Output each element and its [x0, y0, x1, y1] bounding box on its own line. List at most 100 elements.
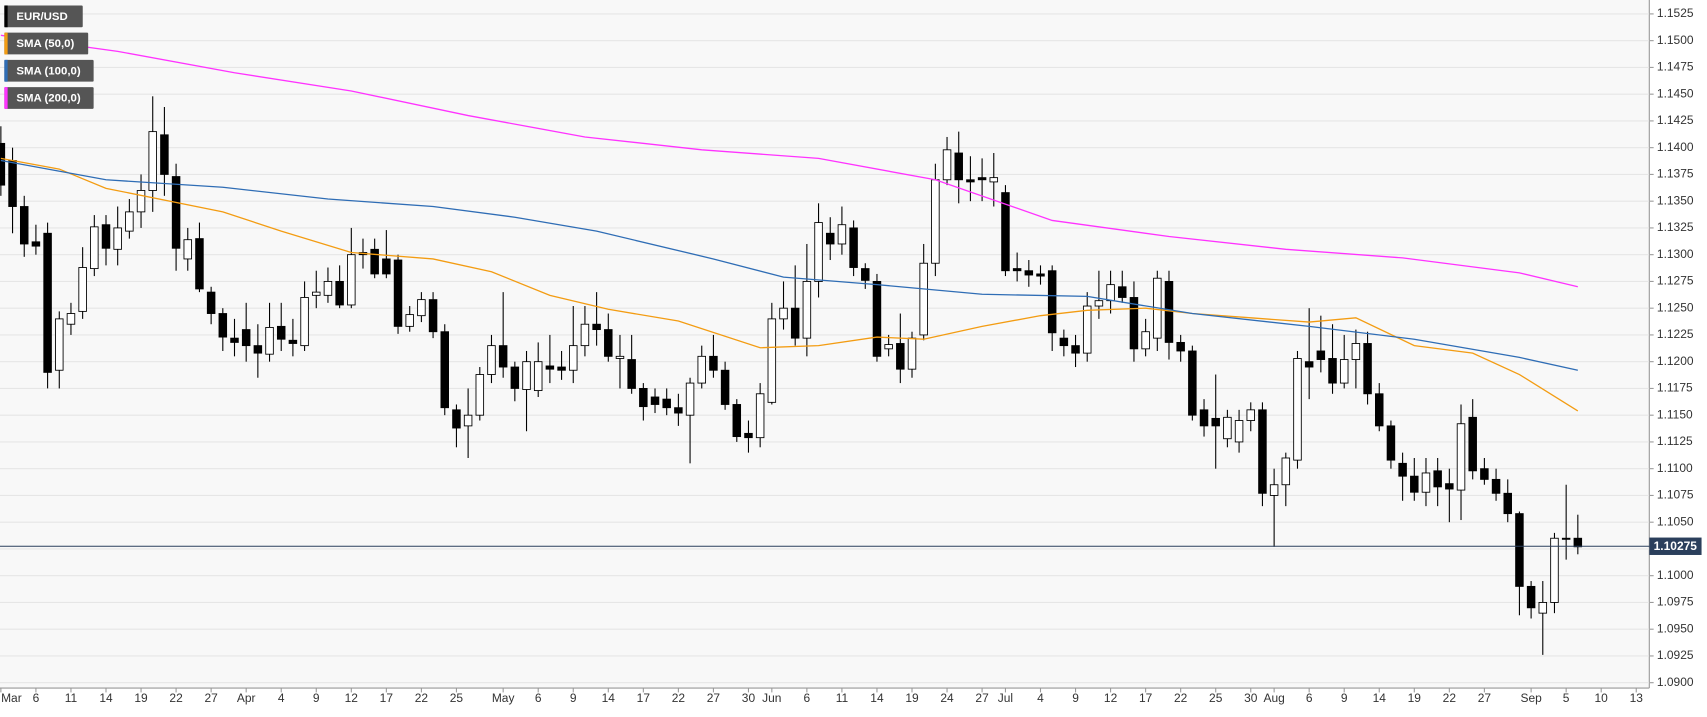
- candle-body: [1071, 345, 1080, 354]
- candle-body: [790, 307, 800, 339]
- legend-swatch: [4, 5, 8, 28]
- candle-body: [533, 361, 543, 392]
- candle-body: [1211, 417, 1220, 427]
- candle-body: [1550, 537, 1559, 603]
- candle-body: [1188, 350, 1197, 416]
- candle-body: [1082, 305, 1092, 354]
- y-tick-label: 1.1425: [1657, 113, 1694, 127]
- candle-body: [1106, 284, 1115, 302]
- candle-body: [1456, 423, 1466, 491]
- candle-body: [1129, 297, 1139, 350]
- candle-body: [1339, 359, 1349, 384]
- candle-body: [218, 313, 228, 338]
- plot-area: [0, 0, 1649, 688]
- candle-body: [417, 299, 426, 317]
- candle-body: [136, 190, 146, 213]
- candle-body: [709, 355, 718, 371]
- legend-label: SMA (100,0): [16, 65, 81, 77]
- grid: [0, 13, 1650, 684]
- y-tick-label: 1.1250: [1657, 300, 1694, 314]
- candle-body: [1468, 416, 1477, 472]
- candle-body: [697, 355, 706, 384]
- candle-body: [662, 398, 671, 409]
- candle-body: [148, 131, 157, 191]
- y-tick-label: 1.0975: [1657, 595, 1694, 609]
- candle-body: [347, 254, 356, 306]
- candle-body: [989, 177, 999, 183]
- candle-body: [685, 382, 695, 416]
- candle-body: [440, 331, 450, 409]
- candle-body: [55, 318, 64, 371]
- candle-body: [720, 369, 730, 405]
- candle-body: [125, 211, 134, 232]
- y-tick-label: 1.0925: [1657, 648, 1694, 662]
- candle-body: [206, 291, 216, 314]
- candle-body: [487, 345, 496, 375]
- candle-body: [1118, 286, 1127, 298]
- candle-body: [1304, 361, 1314, 368]
- candle-body: [907, 337, 917, 370]
- candle-body: [1246, 409, 1256, 421]
- candle-body: [370, 248, 379, 275]
- x-tick-label: 9: [1072, 691, 1079, 705]
- x-tick-label: 19: [905, 691, 919, 705]
- legend-swatch: [4, 59, 8, 82]
- candle-body: [1410, 475, 1419, 493]
- candle-body: [253, 345, 263, 354]
- last-price-box: [1649, 537, 1702, 555]
- y-tick-label: 1.1075: [1657, 488, 1694, 502]
- candle-body: [1001, 192, 1010, 272]
- x-tick-label: 17: [1139, 691, 1153, 705]
- candle-body: [861, 268, 870, 281]
- candle-body: [1269, 484, 1279, 496]
- y-tick-label: 1.1500: [1657, 33, 1694, 47]
- candle-body: [1141, 331, 1150, 350]
- candle-body: [113, 227, 122, 250]
- x-tick-label: 11: [836, 691, 849, 705]
- x-tick-label: 19: [1408, 691, 1422, 705]
- candle-body: [8, 160, 17, 207]
- x-tick-label: 9: [1341, 691, 1348, 705]
- last-price-label: 1.10275: [1654, 539, 1698, 553]
- candle-body: [463, 414, 473, 427]
- y-tick-label: 1.1225: [1657, 327, 1694, 341]
- y-tick-label: 1.1325: [1657, 220, 1694, 234]
- candle-body: [1223, 416, 1232, 440]
- y-tick-label: 1.1000: [1657, 568, 1694, 582]
- candle-body: [954, 152, 963, 181]
- candle-body: [1445, 483, 1454, 490]
- candle-body: [78, 267, 87, 312]
- candle-body: [1398, 462, 1407, 477]
- x-tick-label: 22: [1443, 691, 1457, 705]
- x-tick-label: Apr: [237, 691, 256, 705]
- x-tick-label: 9: [570, 691, 577, 705]
- candle-body: [814, 222, 823, 282]
- candle-body: [475, 374, 485, 416]
- y-tick-label: 1.1175: [1657, 381, 1693, 395]
- x-tick-label: 19: [134, 691, 148, 705]
- x-tick-label: 22: [169, 691, 183, 705]
- candle-body: [1281, 457, 1291, 486]
- x-tick-label: 17: [380, 691, 394, 705]
- y-tick-label: 1.1100: [1657, 461, 1693, 475]
- candle-body: [66, 313, 76, 325]
- y-tick-label: 1.1125: [1657, 434, 1693, 448]
- candle-body: [1491, 478, 1501, 494]
- candle-body: [160, 134, 169, 175]
- candle-body: [825, 232, 835, 245]
- candle-body: [265, 327, 274, 355]
- x-tick-label: 4: [1037, 691, 1044, 705]
- sma-line: [0, 159, 1578, 371]
- x-tick-label: 14: [870, 691, 884, 705]
- x-tick-label: 22: [1174, 691, 1188, 705]
- x-tick-label: 14: [1373, 691, 1387, 705]
- candle-body: [19, 206, 29, 245]
- candle-body: [1234, 420, 1244, 443]
- candle-body: [1293, 358, 1302, 461]
- y-tick-label: 1.0950: [1657, 621, 1694, 635]
- candle-body: [604, 329, 613, 357]
- y-tick-label: 1.1525: [1657, 6, 1694, 20]
- x-tick-label: 30: [1244, 691, 1258, 705]
